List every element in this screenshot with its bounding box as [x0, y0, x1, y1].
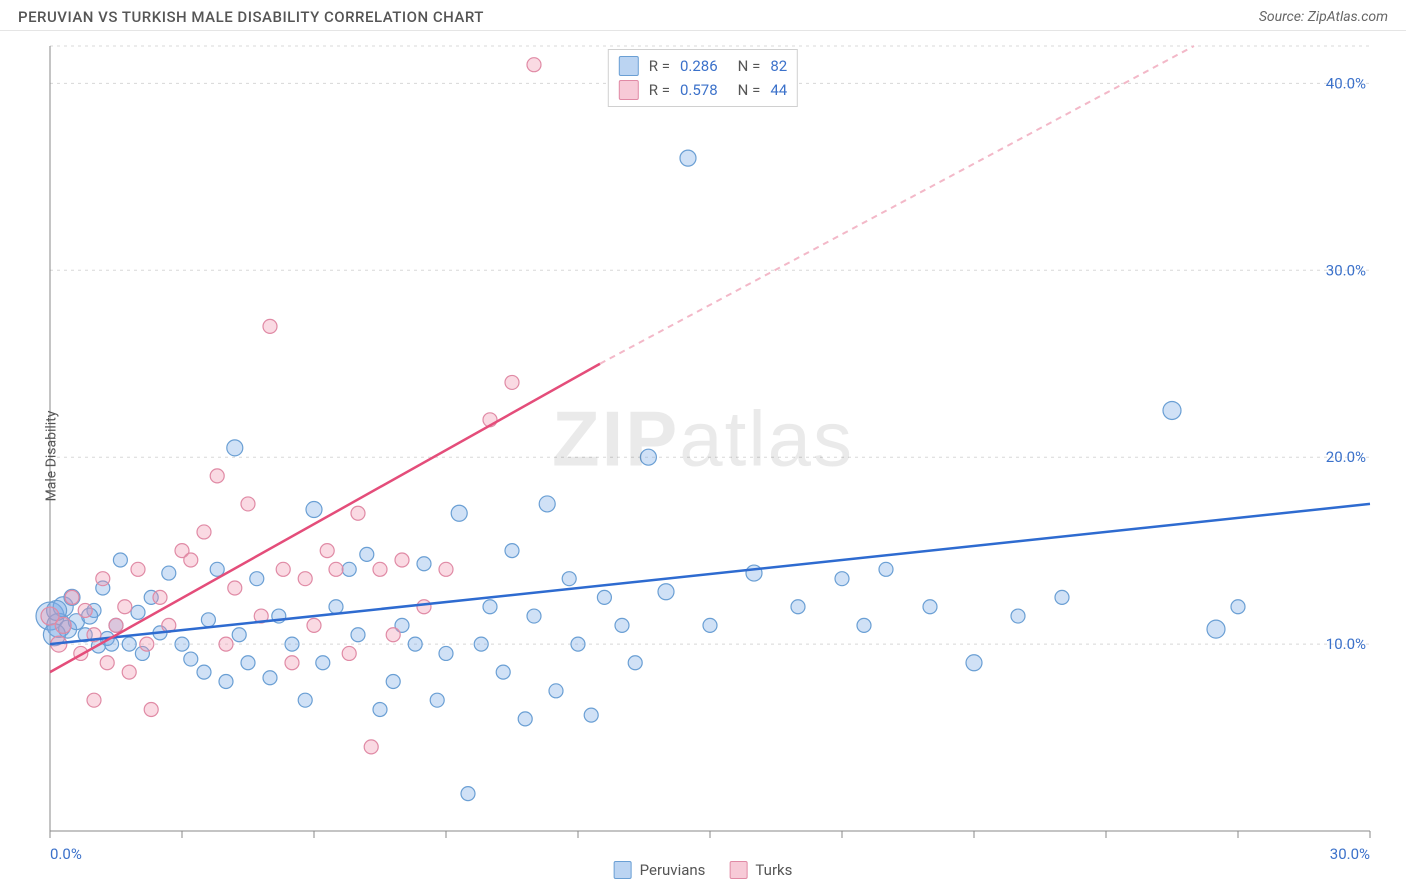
correlation-legend: R = 0.286 N = 82 R = 0.578 N = 44: [608, 49, 798, 107]
series-legend: Peruvians Turks: [614, 861, 793, 879]
svg-text:10.0%: 10.0%: [1326, 635, 1366, 653]
svg-text:40.0%: 40.0%: [1326, 74, 1366, 92]
scatter-plot-svg: 0.0% 30.0% 10.0% 20.0% 30.0% 40.0%: [0, 31, 1406, 881]
svg-text:30.0%: 30.0%: [1326, 261, 1366, 279]
chart-header: PERUVIAN VS TURKISH MALE DISABILITY CORR…: [0, 0, 1406, 31]
swatch-icon: [729, 861, 747, 879]
y-axis-label: Male Disability: [43, 411, 59, 502]
legend-item-turks: Turks: [729, 861, 792, 879]
chart-area: Male Disability 0.0% 30.0% 10.0% 20.0% 30.0%…: [0, 31, 1406, 881]
swatch-icon: [619, 80, 639, 100]
svg-text:20.0%: 20.0%: [1326, 448, 1366, 466]
legend-item-peruvians: Peruvians: [614, 861, 706, 879]
swatch-icon: [619, 56, 639, 76]
svg-text:0.0%: 0.0%: [50, 845, 82, 863]
chart-title: PERUVIAN VS TURKISH MALE DISABILITY CORR…: [18, 8, 484, 26]
svg-text:30.0%: 30.0%: [1330, 845, 1370, 863]
swatch-icon: [614, 861, 632, 879]
legend-row-peruvians: R = 0.286 N = 82: [619, 54, 787, 78]
legend-row-turks: R = 0.578 N = 44: [619, 78, 787, 102]
source-attribution: Source: ZipAtlas.com: [1259, 9, 1388, 25]
